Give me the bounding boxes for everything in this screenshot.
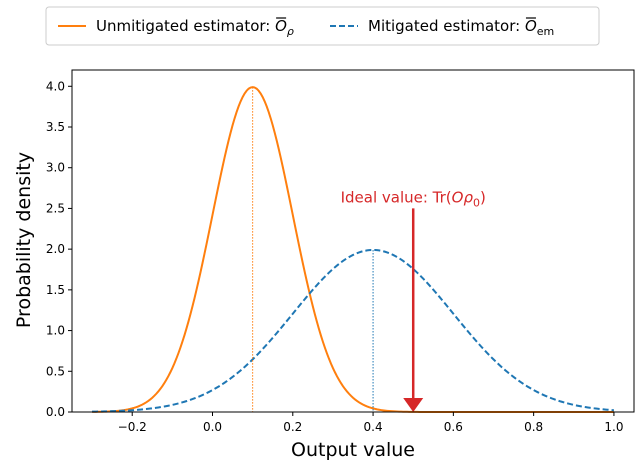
ideal-value-sub: 0 bbox=[473, 196, 480, 209]
legend-label-unmitigated-sub: ρ bbox=[287, 25, 294, 38]
legend-label-unmitigated: Unmitigated estimator: Oρ bbox=[96, 17, 294, 38]
series-line-mitigated bbox=[92, 248, 614, 413]
y-tick-label: 2.5 bbox=[46, 201, 65, 215]
y-axis-label: Probability density bbox=[13, 152, 35, 328]
ideal-value-annotation: Ideal value: Tr(Oρ0) bbox=[341, 188, 486, 412]
x-tick-label: 0.4 bbox=[364, 420, 383, 434]
y-tick-label: 1.0 bbox=[46, 324, 65, 338]
y-tick-label: 3.5 bbox=[46, 120, 65, 134]
ideal-value-prefix: Ideal value: Tr( bbox=[341, 188, 452, 206]
x-tick-label: 0.6 bbox=[444, 420, 463, 434]
y-tick-label: 0.0 bbox=[46, 405, 65, 419]
legend-label-mitigated-main: Mitigated estimator: bbox=[368, 17, 525, 35]
y-tick-label: 2.0 bbox=[46, 242, 65, 256]
y-tick-label: 0.5 bbox=[46, 364, 65, 378]
legend: Unmitigated estimator: Oρ Mitigated esti… bbox=[45, 6, 600, 46]
legend-label-unmitigated-main: Unmitigated estimator: bbox=[96, 17, 275, 35]
ideal-value-math: Oρ bbox=[452, 188, 474, 206]
ideal-value-arrowhead bbox=[403, 398, 424, 412]
axes: −0.2 0.0 0.2 0.4 0.6 0.8 1.0 0.0 0.5 1.0 1.5 2.0 2.5… bbox=[46, 69, 635, 434]
legend-label-mitigated-sub: em bbox=[537, 25, 554, 38]
series-line-unmitigated bbox=[92, 86, 614, 413]
legend-label-mitigated-symbol: O bbox=[525, 17, 537, 35]
y-tick-label: 3.0 bbox=[46, 161, 65, 175]
ideal-value-suffix: ) bbox=[480, 188, 486, 206]
y-tick-label: 1.5 bbox=[46, 283, 65, 297]
legend-frame bbox=[45, 6, 600, 46]
x-tick-label: 0.0 bbox=[203, 420, 222, 434]
x-tick-label: 0.8 bbox=[524, 420, 543, 434]
ideal-value-label: Ideal value: Tr(Oρ0) bbox=[341, 188, 486, 209]
plot-frame bbox=[71, 69, 635, 413]
legend-label-mitigated: Mitigated estimator: Oem bbox=[368, 17, 554, 38]
data-series bbox=[92, 86, 614, 413]
y-tick-label: 4.0 bbox=[46, 79, 65, 93]
x-tick-label: 0.2 bbox=[283, 420, 302, 434]
x-tick-label: −0.2 bbox=[118, 420, 147, 434]
x-tick-label: 1.0 bbox=[604, 420, 623, 434]
mean-marker-lines bbox=[252, 87, 374, 412]
legend-label-unmitigated-symbol: O bbox=[275, 17, 287, 35]
x-axis-label: Output value bbox=[291, 439, 415, 461]
